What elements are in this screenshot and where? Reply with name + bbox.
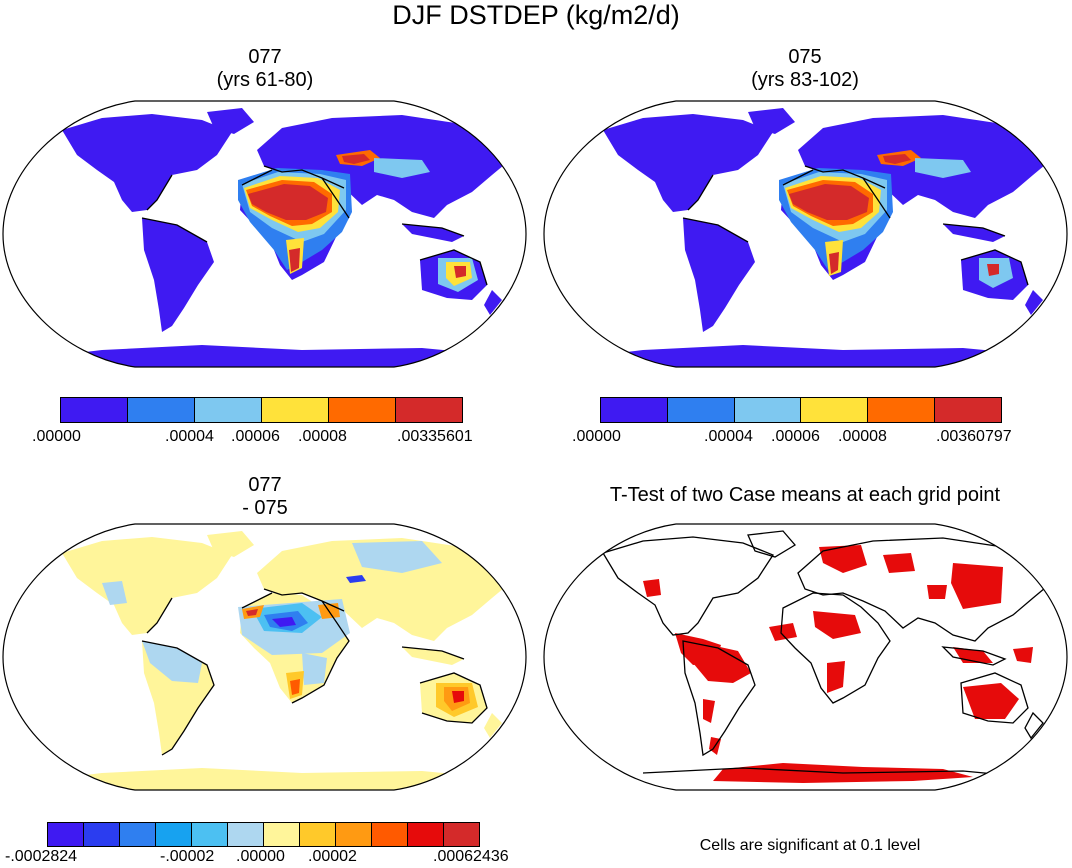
coastlines [141,165,488,286]
panel-3-title: 077 - 075 [115,474,415,520]
colorbar-077-label: .00004 [165,428,214,445]
colorbar-075 [600,397,1002,423]
colorbar-077-label: .00000 [32,428,81,445]
colorbar-difference-swatch [84,823,120,846]
map-077 [2,100,527,368]
panel-1-title: 077 (yrs 61-80) [115,46,415,92]
map-ttest [543,523,1068,791]
colorbar-077-swatch [61,398,128,422]
colorbar-difference-swatch [120,823,156,846]
colorbar-077-label: .00008 [298,428,347,445]
colorbar-difference-swatch [300,823,336,846]
colorbar-075-swatch [734,398,802,422]
map-border [543,523,1068,791]
colorbar-075-label: .00004 [704,428,753,445]
continents-base [3,531,526,790]
panel-4-title: T-Test of two Case means at each grid po… [609,484,1001,506]
colorbar-077-swatch [329,398,396,422]
colorbar-difference-swatch [408,823,444,846]
colorbar-077-label: .00006 [231,428,280,445]
colorbar-075-label: .00006 [771,428,820,445]
coastlines [141,588,488,756]
map-border [2,523,527,791]
colorbar-075-label: .00000 [572,428,621,445]
significance-note: Cells are significant at 0.1 level [699,837,921,854]
panel-3-title-line1: 077 [248,474,282,496]
colorbar-difference-label: .00062436 [433,848,509,865]
map-border [543,100,1068,368]
colorbar-077-label: .00335601 [397,428,473,445]
colorbar-075-swatch [667,398,735,422]
colorbar-difference-label: .00000 [236,848,285,865]
colorbar-difference-label: -.00002 [160,848,215,865]
difference-shading [102,541,478,717]
colorbar-difference-swatch [336,823,372,846]
colorbar-difference-label: .00002 [308,848,357,865]
colorbar-difference-label: -.0002824 [5,848,78,865]
colorbar-077 [60,397,463,423]
map-075 [543,100,1068,368]
colorbar-difference-swatch [48,823,84,846]
colorbar-difference-swatch [372,823,408,846]
panel-2-title: 075 (yrs 83-102) [655,46,955,92]
colorbar-075-swatch [801,398,869,422]
colorbar-075-swatch [935,398,1001,422]
coastlines [602,530,1067,782]
panel-1-title-line2: (yrs 61-80) [216,69,314,91]
colorbar-077-swatch [195,398,262,422]
coastlines [682,165,1029,286]
panel-3-title-line2: - 075 [242,497,288,519]
dust-shading [238,150,478,292]
dust-shading [779,150,1013,288]
colorbar-difference-swatch [192,823,228,846]
colorbar-075-label: .00360797 [936,428,1012,445]
colorbar-077-swatch [128,398,195,422]
colorbar-difference [47,822,480,847]
colorbar-difference-swatch [228,823,264,846]
map-difference [2,523,527,791]
colorbar-075-swatch [601,398,668,422]
colorbar-difference-swatch [444,823,479,846]
panel-2-title-line2: (yrs 83-102) [751,69,859,91]
panel-1-title-line1: 077 [248,46,282,68]
map-border [2,100,527,368]
colorbar-075-swatch [868,398,936,422]
colorbar-075-label: .00008 [838,428,887,445]
figure-title: DJF DSTDEP (kg/m2/d) [392,0,680,30]
colorbar-difference-swatch [156,823,192,846]
colorbar-077-swatch [396,398,462,422]
panel-2-title-line1: 075 [788,46,822,68]
colorbar-077-swatch [262,398,329,422]
colorbar-difference-swatch [264,823,300,846]
